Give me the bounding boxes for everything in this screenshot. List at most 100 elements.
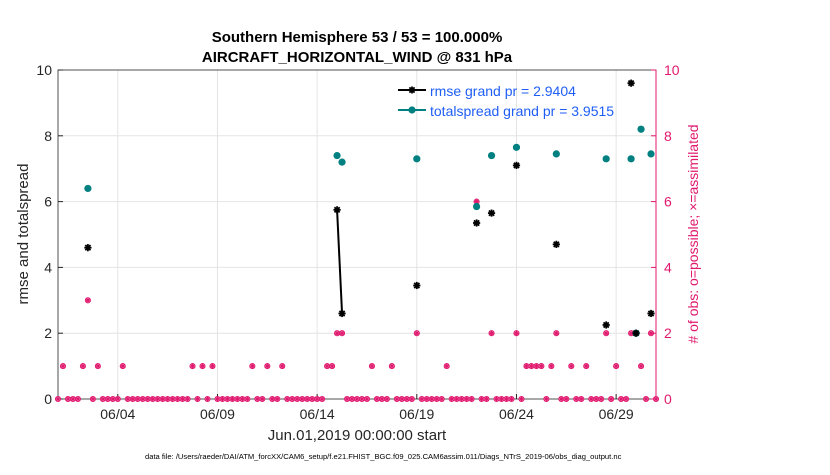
obs-assimilated-point-65	[379, 396, 385, 402]
legend: rmse grand pr = 2.9404 totalspread grand…	[398, 83, 614, 119]
obs-assimilated-point-35	[229, 396, 236, 402]
obs-assimilated-point-61	[359, 396, 365, 402]
obs-assimilated-point-45	[279, 363, 285, 369]
obs-assimilated-point-90	[503, 396, 510, 402]
grid-lines	[58, 70, 656, 399]
obs-assimilated-point-55	[329, 363, 335, 369]
obs-assimilated-point-60	[354, 396, 360, 402]
obs-assimilated-point-7	[90, 396, 96, 402]
obs-assimilated-point-10	[105, 396, 111, 402]
obs-assimilated-point-13	[120, 363, 126, 369]
obs-assimilated-point-99	[548, 363, 554, 369]
obs-assimilated-point-103	[568, 363, 574, 369]
obs-assimilated-point-104	[573, 396, 579, 402]
obs-assimilated-point-34	[224, 396, 231, 402]
left-tick-label-1: 2	[44, 325, 52, 341]
obs-assimilated-point-87	[488, 330, 495, 336]
obs-assimilated-point-110	[603, 330, 609, 336]
rmse-point-5	[487, 209, 496, 217]
obs-assimilated-point-19	[150, 396, 156, 402]
right-tick-label-5: 10	[664, 62, 680, 78]
obs-assimilated-point-73	[419, 396, 425, 402]
obs-assimilated-point-57	[339, 330, 345, 336]
obs-assimilated-point-21	[160, 396, 166, 402]
obs-assimilated-point-12	[115, 396, 121, 402]
rmse-point-8	[602, 321, 610, 329]
x-tick-label-0: 06/04	[100, 406, 135, 422]
rmse-point-0	[84, 244, 92, 252]
obs-possible-point-63	[368, 363, 376, 370]
totalspread-point-6	[512, 143, 521, 151]
obs-assimilated-point-48	[294, 396, 300, 402]
obs-assimilated-point-33	[219, 396, 226, 402]
obs-assimilated-point-107	[588, 396, 594, 402]
obs-assimilated-point-109	[598, 396, 604, 402]
obs-possible-point-42	[264, 363, 271, 370]
legend-rmse-label: rmse grand pr = 2.9404	[430, 83, 576, 99]
x-axis: 06/04 06/09 06/14 06/19 06/24 06/29	[100, 394, 634, 422]
rmse-point-11	[647, 309, 655, 318]
obs-assimilated-point-108	[593, 396, 599, 402]
obs-assimilated-point-62	[364, 396, 370, 402]
legend-spread-label: totalspread grand pr = 3.9515	[430, 103, 614, 119]
obs-assimilated-point-85	[478, 396, 485, 402]
right-tick-label-0: 0	[664, 391, 672, 407]
obs-assimilated-point-43	[269, 396, 275, 402]
obs-assimilated-point-67	[389, 363, 395, 369]
obs-assimilated-point-44	[274, 396, 280, 402]
right-tick-label-1: 2	[664, 325, 672, 341]
obs-count-series	[54, 198, 660, 403]
plot-area	[58, 70, 656, 399]
obs-assimilated-point-74	[424, 396, 430, 402]
obs-assimilated-point-93	[518, 396, 525, 402]
obs-assimilated-point-18	[145, 396, 151, 402]
obs-assimilated-point-102	[563, 396, 569, 402]
totalspread-point-2	[338, 158, 346, 166]
x-tick-label-4: 06/24	[499, 406, 534, 422]
obs-possible-point-78	[443, 363, 450, 370]
obs-assimilated-point-59	[349, 396, 355, 402]
obs-assimilated-point-20	[155, 396, 161, 402]
totalspread-point-1	[333, 151, 341, 160]
obs-assimilated-point-23	[170, 396, 176, 402]
obs-assimilated-point-28	[194, 396, 201, 402]
obs-assimilated-point-80	[454, 396, 460, 402]
totalspread-point-5	[487, 151, 496, 160]
obs-assimilated-point-14	[125, 396, 131, 402]
obs-assimilated-point-8	[95, 363, 101, 369]
obs-possible-point-87	[488, 330, 495, 337]
obs-assimilated-point-41	[259, 396, 265, 402]
obs-assimilated-point-40	[254, 396, 260, 402]
obs-assimilated-point-51	[309, 396, 315, 402]
obs-assimilated-point-0	[55, 396, 61, 402]
obs-assimilated-point-32	[214, 396, 221, 402]
obs-assimilated-point-82	[464, 396, 470, 402]
obs-assimilated-point-4	[75, 396, 81, 402]
x-tick-label-1: 06/09	[200, 406, 235, 422]
obs-assimilated-point-75	[429, 396, 435, 402]
totalspread-point-4	[473, 202, 481, 211]
obs-assimilated-point-68	[394, 396, 400, 402]
obs-assimilated-point-118	[643, 396, 649, 402]
obs-assimilated-point-25	[179, 396, 186, 402]
right-tick-label-3: 6	[664, 194, 672, 210]
obs-assimilated-point-29	[199, 363, 206, 369]
obs-assimilated-point-117	[638, 363, 644, 369]
rmse-point-6	[512, 161, 521, 170]
legend-spread-marker	[408, 106, 416, 114]
obs-assimilated-point-36	[234, 396, 240, 402]
obs-assimilated-point-72	[414, 330, 420, 336]
data-file-footer: data file: /Users/raeder/DAI/ATM_forcXX/…	[145, 452, 622, 461]
obs-assimilated-point-79	[449, 396, 455, 402]
obs-assimilated-point-46	[284, 396, 290, 402]
obs-assimilated-point-95	[528, 363, 535, 369]
obs-assimilated-point-76	[434, 396, 440, 402]
obs-assimilated-point-63	[369, 363, 375, 369]
obs-assimilated-point-120	[653, 396, 659, 402]
obs-assimilated-point-1	[60, 363, 66, 369]
obs-possible-point-45	[279, 363, 286, 370]
totalspread-point-11	[637, 125, 645, 133]
obs-assimilated-point-96	[533, 363, 540, 369]
